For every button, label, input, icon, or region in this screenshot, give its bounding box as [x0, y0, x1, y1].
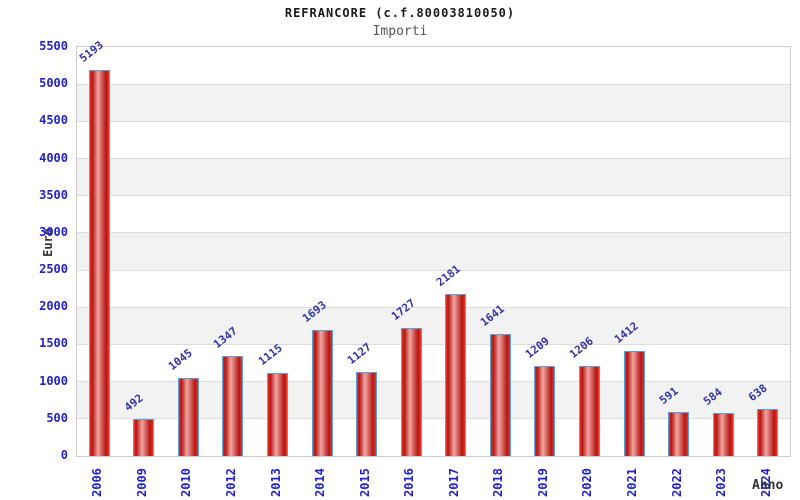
gridline	[77, 158, 790, 160]
y-tick-label: 5500	[39, 39, 68, 53]
x-tick-label: 2019	[535, 468, 550, 497]
x-tick-label: 2020	[580, 468, 595, 497]
gridline	[77, 195, 790, 197]
bar	[356, 372, 378, 456]
gridline	[77, 120, 790, 122]
plot-band	[77, 232, 790, 271]
y-tick-label: 500	[46, 410, 68, 425]
plot-band	[77, 195, 790, 233]
bar	[668, 412, 690, 456]
gridline	[77, 269, 790, 271]
plot-band	[77, 344, 790, 382]
bar	[177, 378, 199, 456]
plot-band	[77, 307, 790, 345]
gridline	[77, 83, 790, 85]
bar	[222, 355, 244, 456]
bar	[623, 351, 645, 456]
x-tick-label: 2006	[90, 468, 105, 497]
x-tick-label: 2010	[179, 468, 194, 497]
x-tick-label: 2013	[268, 468, 283, 497]
bar	[311, 330, 333, 456]
x-tick-label: 2023	[714, 468, 729, 497]
x-tick-label: 2022	[669, 468, 684, 497]
chart-title: REFRANCORE (c.f.80003810050)	[284, 6, 516, 20]
gridline	[77, 232, 790, 234]
x-tick-label: 2021	[625, 468, 640, 497]
x-tick-label: 2016	[402, 468, 417, 497]
y-tick-label: 4000	[39, 150, 68, 165]
y-tick-label: 3500	[39, 187, 68, 202]
y-tick-label: 2500	[39, 262, 68, 277]
plot-band	[77, 47, 790, 85]
gridline	[77, 418, 790, 420]
y-tick-label: 1500	[39, 336, 68, 351]
gridline	[77, 381, 790, 383]
x-tick-label: 2018	[491, 468, 506, 497]
plot-band	[77, 270, 790, 308]
gridline	[77, 343, 790, 345]
x-tick-label: 2012	[223, 468, 238, 497]
plot-band	[77, 121, 790, 159]
plot-band	[77, 84, 790, 122]
x-axis-label: Anno	[752, 478, 784, 493]
bar	[757, 408, 779, 456]
bar	[133, 419, 155, 456]
bar	[267, 373, 289, 456]
x-tick-label: 2015	[357, 468, 372, 497]
plot-area	[76, 46, 791, 457]
x-tick-label: 2014	[313, 468, 328, 497]
bar	[578, 366, 600, 456]
bar	[712, 412, 734, 456]
bar	[400, 327, 422, 456]
bar	[88, 69, 110, 456]
chart-subtitle: Importi	[372, 24, 428, 39]
y-tick-label: 0	[60, 448, 68, 462]
bar	[445, 293, 467, 456]
plot-band	[77, 158, 790, 196]
bar	[489, 333, 511, 456]
y-tick-label: 3000	[39, 224, 68, 239]
x-tick-label: 2017	[446, 468, 461, 497]
y-tick-label: 5000	[39, 76, 68, 91]
y-tick-label: 2000	[39, 299, 68, 314]
y-tick-label: 4500	[39, 113, 68, 128]
gridline	[77, 306, 790, 308]
x-tick-label: 2009	[134, 468, 149, 497]
bar	[534, 366, 556, 456]
y-tick-label: 1000	[39, 373, 68, 388]
